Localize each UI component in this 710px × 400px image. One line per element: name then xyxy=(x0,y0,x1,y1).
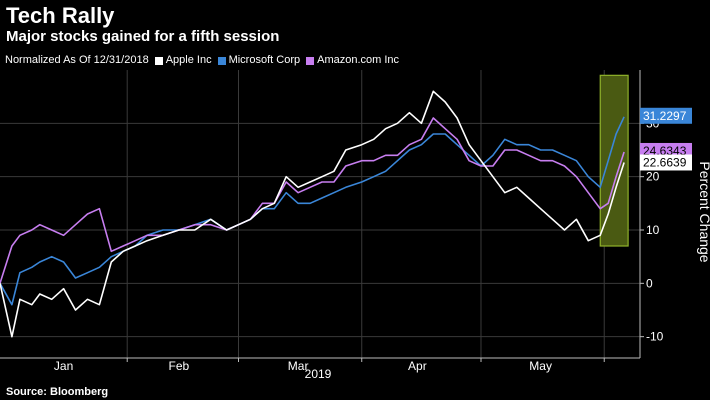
y-tick-label: 20 xyxy=(646,170,660,184)
legend-note: Normalized As Of 12/31/2018 xyxy=(5,54,149,66)
end-label-microsoft-corp: 31.2297 xyxy=(640,107,692,124)
legend-swatch-microsoft xyxy=(217,56,226,65)
x-axis: Jan Feb Mar Apr May xyxy=(0,357,640,373)
series-line-microsoft-corp xyxy=(0,116,625,306)
x-tick-label: Feb xyxy=(169,359,190,373)
legend-item-apple: Apple Inc xyxy=(154,54,212,67)
legend-label-apple: Apple Inc xyxy=(165,54,212,66)
source-note: Source: Bloomberg xyxy=(6,386,109,398)
legend-label-microsoft: Microsoft Corp xyxy=(228,54,301,66)
x-tick-label: May xyxy=(529,359,552,373)
chart-subtitle: Major stocks gained for a fifth session xyxy=(6,28,280,45)
end-label-apple-inc: 22.6639 xyxy=(640,154,692,171)
chart-title: Tech Rally xyxy=(6,3,115,28)
x-tick-label: Mar xyxy=(288,359,309,373)
y-axis-title: Percent Change xyxy=(697,161,710,262)
x-tick-label: Jan xyxy=(54,359,73,373)
legend-swatch-amazon xyxy=(306,56,315,65)
end-label-text: 24.6343 xyxy=(643,144,687,158)
legend-label-amazon: Amazon.com Inc xyxy=(317,54,400,66)
end-label-text: 31.2297 xyxy=(643,109,687,123)
legend-item-amazon: Amazon.com Inc xyxy=(306,54,399,67)
series-lines xyxy=(0,90,625,338)
x-tick-label: Apr xyxy=(408,359,427,373)
chart-legend: Normalized As Of 12/31/2018 Apple Inc Mi… xyxy=(5,54,405,67)
series-line-amazon-com-inc xyxy=(0,117,625,284)
highlight-box xyxy=(599,74,629,247)
y-tick-label: 10 xyxy=(646,223,660,237)
x-axis-title: 2019 xyxy=(305,367,332,381)
end-label-box xyxy=(640,154,692,171)
end-label-text: 22.6639 xyxy=(643,155,687,169)
legend-item-microsoft: Microsoft Corp xyxy=(217,54,301,67)
y-tick-label: 0 xyxy=(646,276,653,290)
highlight-region xyxy=(599,74,629,247)
y-tick-label: -10 xyxy=(646,330,664,344)
grid-lines xyxy=(0,70,640,358)
end-label-box xyxy=(640,107,692,124)
series-line-apple-inc xyxy=(0,90,625,338)
legend-swatch-apple xyxy=(154,56,163,65)
